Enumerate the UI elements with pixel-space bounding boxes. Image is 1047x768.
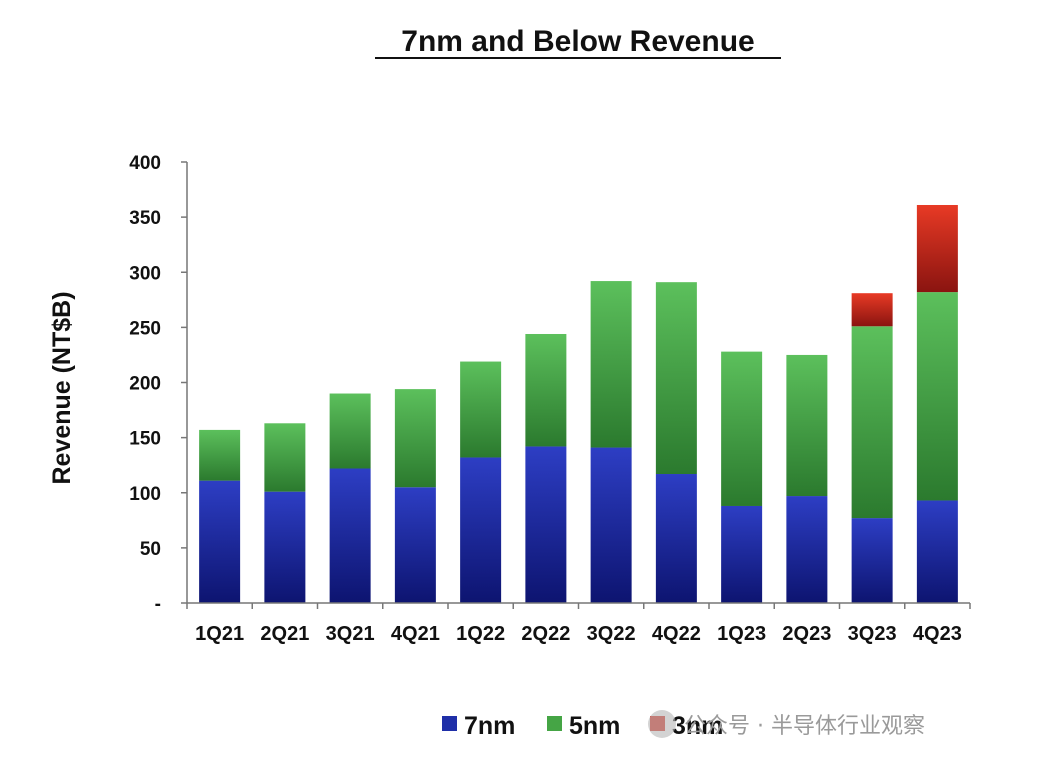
bar-3nm-3q23 bbox=[851, 293, 893, 327]
x-tick-label: 3Q21 bbox=[326, 623, 375, 645]
bar-5nm-3q23 bbox=[851, 326, 893, 519]
bar-5nm-4q22 bbox=[655, 282, 697, 475]
x-tick-label: 2Q22 bbox=[521, 623, 570, 645]
y-tick-label: 350 bbox=[129, 208, 161, 229]
bar-7nm-2q22 bbox=[525, 446, 567, 603]
x-tick-label: 1Q21 bbox=[195, 623, 244, 645]
bar-7nm-3q23 bbox=[851, 518, 893, 603]
bar-5nm-1q22 bbox=[460, 361, 502, 458]
chart-title: 7nm and Below Revenue bbox=[401, 25, 754, 58]
x-tick-label: 3Q22 bbox=[587, 623, 636, 645]
y-tick-label: 300 bbox=[129, 263, 161, 284]
y-axis-label: Revenue (NT$B) bbox=[48, 291, 76, 484]
bar-7nm-1q23 bbox=[721, 505, 763, 603]
bars bbox=[199, 204, 958, 603]
axes bbox=[186, 162, 971, 609]
bar-5nm-3q22 bbox=[590, 281, 632, 448]
bar-7nm-3q21 bbox=[329, 468, 371, 603]
y-tick-label: - bbox=[155, 594, 161, 615]
bar-7nm-1q22 bbox=[460, 457, 502, 603]
x-tick-label: 4Q21 bbox=[391, 623, 440, 645]
y-tick-label: 150 bbox=[129, 429, 161, 450]
x-tick-label: 4Q22 bbox=[652, 623, 701, 645]
legend-label-7nm: 7nm bbox=[464, 712, 515, 740]
x-axis: 1Q21 2Q21 3Q21 4Q21 1Q22 2Q22 3Q22 4Q22 1Q23 2Q23… bbox=[195, 623, 962, 645]
x-tick-label: 2Q23 bbox=[782, 623, 831, 645]
bar-3nm-4q23 bbox=[916, 204, 958, 293]
y-tick-label: 400 bbox=[129, 153, 161, 174]
bar-7nm-4q23 bbox=[916, 500, 958, 603]
x-tick-label: 3Q23 bbox=[848, 623, 897, 645]
y-axis: - 50 100 150 200 250 300 350 400 bbox=[129, 153, 187, 615]
bar-5nm-4q23 bbox=[916, 292, 958, 501]
y-tick-label: 200 bbox=[129, 374, 161, 395]
bar-5nm-2q21 bbox=[264, 423, 306, 492]
legend-label-3nm: 3nm bbox=[672, 712, 723, 740]
bar-7nm-2q23 bbox=[786, 496, 828, 603]
bar-5nm-1q23 bbox=[721, 351, 763, 506]
x-tick-label: 1Q22 bbox=[456, 623, 505, 645]
bar-5nm-2q23 bbox=[786, 354, 828, 497]
legend-label-5nm: 5nm bbox=[569, 712, 620, 740]
x-tick-label: 4Q23 bbox=[913, 623, 962, 645]
bar-7nm-3q22 bbox=[590, 447, 632, 603]
bar-5nm-1q21 bbox=[199, 429, 241, 481]
bar-7nm-4q21 bbox=[394, 487, 436, 603]
x-tick-label: 1Q23 bbox=[717, 623, 766, 645]
bar-7nm-2q21 bbox=[264, 491, 306, 603]
y-tick-label: 50 bbox=[140, 539, 161, 560]
bar-5nm-3q21 bbox=[329, 393, 371, 469]
legend-swatch-5nm bbox=[547, 716, 562, 731]
y-tick-label: 250 bbox=[129, 318, 161, 339]
watermark: 公众号 · 半导体行业观察 bbox=[648, 710, 925, 739]
bar-5nm-2q22 bbox=[525, 333, 567, 447]
legend: 7nm 5nm 3nm bbox=[442, 712, 723, 740]
wechat-logo-icon bbox=[648, 710, 676, 738]
legend-swatch-7nm bbox=[442, 716, 457, 731]
watermark-text: 公众号 · 半导体行业观察 bbox=[684, 714, 925, 739]
bar-7nm-1q21 bbox=[199, 480, 241, 603]
bar-7nm-4q22 bbox=[655, 474, 697, 603]
bar-5nm-4q21 bbox=[394, 389, 436, 488]
y-tick-label: 100 bbox=[129, 484, 161, 505]
x-tick-label: 2Q21 bbox=[260, 623, 309, 645]
